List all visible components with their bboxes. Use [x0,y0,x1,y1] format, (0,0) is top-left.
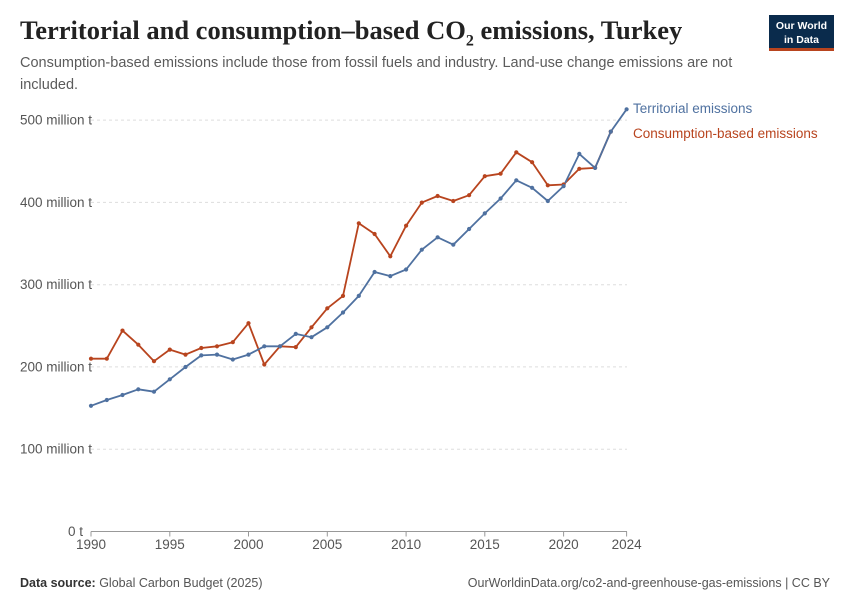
svg-text:500 million t: 500 million t [20,113,92,128]
svg-text:300 million t: 300 million t [20,277,92,292]
svg-text:400 million t: 400 million t [20,195,92,210]
svg-text:1995: 1995 [155,537,185,552]
svg-text:100 million t: 100 million t [20,442,92,457]
svg-text:2000: 2000 [233,537,263,552]
svg-text:Territorial emissions: Territorial emissions [633,101,753,116]
svg-text:2010: 2010 [391,537,421,552]
svg-text:2015: 2015 [470,537,500,552]
svg-text:1990: 1990 [76,537,106,552]
svg-text:Consumption-based emissions: Consumption-based emissions [633,126,818,141]
svg-text:2024: 2024 [612,537,643,552]
svg-text:2020: 2020 [549,537,579,552]
svg-text:2005: 2005 [312,537,342,552]
svg-text:200 million t: 200 million t [20,359,92,374]
